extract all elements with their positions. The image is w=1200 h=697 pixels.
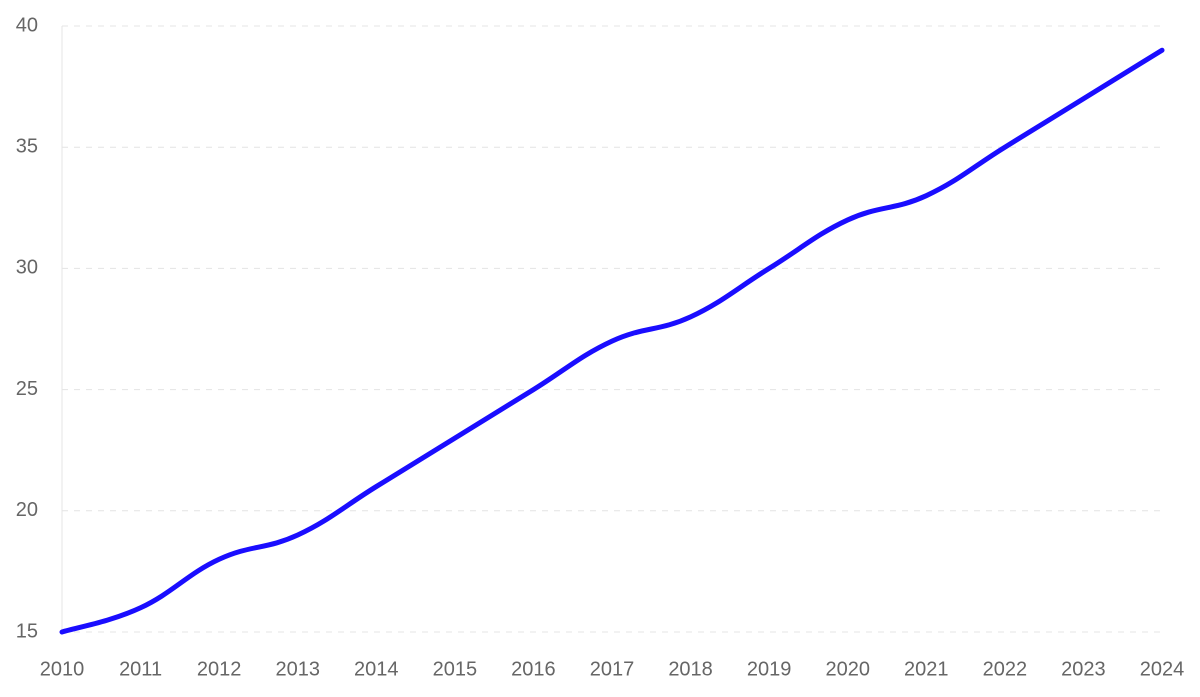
x-tick-label: 2014 [354, 658, 399, 680]
x-tick-label: 2010 [40, 658, 85, 680]
y-tick-label: 35 [16, 135, 38, 157]
x-tick-label: 2024 [1140, 658, 1185, 680]
x-tick-label: 2022 [983, 658, 1028, 680]
x-tick-label: 2015 [433, 658, 478, 680]
y-tick-label: 20 [16, 499, 38, 521]
x-tick-label: 2018 [668, 658, 713, 680]
x-tick-label: 2013 [275, 658, 320, 680]
x-tick-label: 2021 [904, 658, 949, 680]
x-tick-label: 2020 [825, 658, 870, 680]
x-tick-label: 2017 [590, 658, 635, 680]
x-tick-label: 2016 [511, 658, 556, 680]
line [59, 47, 1165, 635]
y-tick-label: 30 [16, 257, 38, 279]
x-tick-label: 2019 [747, 658, 792, 680]
y-tick-label: 25 [16, 378, 38, 400]
y-tick-label: 15 [16, 620, 38, 642]
x-tick-label: 2011 [119, 658, 162, 680]
x-tick-label: 2012 [197, 658, 242, 680]
y-tick-label: 40 [16, 14, 38, 36]
x-tick-label: 2023 [1061, 658, 1106, 680]
